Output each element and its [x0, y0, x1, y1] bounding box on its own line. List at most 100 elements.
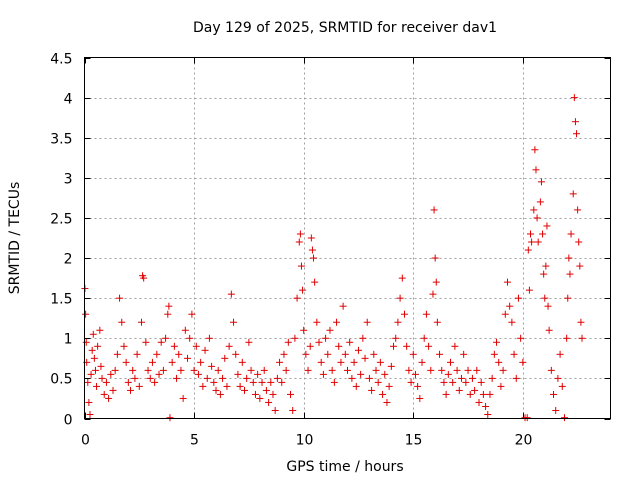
data-point: [556, 350, 564, 358]
data-point: [350, 358, 358, 366]
data-point: [564, 294, 572, 302]
data-point: [170, 342, 178, 350]
data-point: [517, 334, 525, 342]
data-point: [289, 406, 297, 414]
data-point: [407, 378, 415, 386]
data-point: [396, 294, 404, 302]
data-point: [105, 394, 113, 402]
data-point: [455, 386, 463, 394]
y-tick-label: 4: [64, 92, 73, 108]
data-point: [432, 278, 440, 286]
data-point: [307, 234, 315, 242]
data-point: [299, 286, 307, 294]
data-point: [479, 390, 487, 398]
data-point: [153, 350, 161, 358]
data-point: [414, 382, 422, 390]
data-point: [135, 382, 143, 390]
data-point: [262, 386, 270, 394]
data-point: [197, 358, 205, 366]
data-point: [118, 318, 126, 326]
y-tick-label: 1.5: [50, 292, 72, 308]
data-point: [319, 370, 327, 378]
data-point: [542, 262, 550, 270]
data-point: [578, 334, 586, 342]
data-point: [127, 386, 135, 394]
data-point: [563, 334, 571, 342]
data-point: [552, 406, 560, 414]
data-point: [258, 378, 266, 386]
data-point: [287, 390, 295, 398]
data-point: [144, 366, 152, 374]
data-point: [129, 366, 137, 374]
data-point: [510, 350, 518, 358]
data-point: [82, 310, 90, 318]
data-point: [528, 238, 536, 246]
data-point: [565, 254, 573, 262]
data-point: [94, 342, 102, 350]
data-point: [497, 382, 505, 390]
data-point: [477, 378, 485, 386]
data-point: [111, 366, 119, 374]
x-axis-title: GPS time / hours: [286, 459, 403, 475]
data-point: [330, 378, 338, 386]
data-point: [514, 294, 522, 302]
data-point: [363, 318, 371, 326]
data-point: [575, 238, 583, 246]
data-point: [540, 270, 548, 278]
data-point: [418, 358, 426, 366]
x-tick-label: 5: [190, 433, 199, 449]
data-point: [567, 230, 575, 238]
y-tick-label: 3.5: [50, 132, 72, 148]
data-point: [168, 358, 176, 366]
data-point: [271, 406, 279, 414]
data-point: [177, 366, 185, 374]
data-point: [354, 346, 362, 354]
data-point: [194, 370, 202, 378]
data-point: [574, 206, 582, 214]
data-point: [381, 370, 389, 378]
data-point: [164, 310, 172, 318]
data-point: [216, 390, 224, 398]
data-point: [247, 366, 255, 374]
data-point: [113, 350, 121, 358]
data-point: [322, 334, 330, 342]
data-point: [344, 366, 351, 374]
data-point: [394, 318, 402, 326]
data-point: [304, 366, 312, 374]
data-point: [284, 338, 292, 346]
data-point: [523, 414, 531, 422]
data-point: [155, 370, 163, 378]
data-point: [385, 382, 393, 390]
data-point: [93, 382, 101, 390]
data-point: [131, 374, 139, 382]
data-points: [81, 94, 586, 422]
data-point: [436, 350, 444, 358]
data-point: [486, 390, 494, 398]
data-point: [265, 398, 273, 406]
data-point: [82, 338, 90, 346]
data-point: [457, 374, 465, 382]
data-point: [361, 354, 369, 362]
data-point: [409, 350, 417, 358]
data-point: [499, 366, 507, 374]
data-point: [506, 302, 514, 310]
data-point: [482, 402, 490, 410]
data-point: [449, 378, 457, 386]
data-point: [91, 366, 99, 374]
data-point: [269, 390, 277, 398]
data-point: [339, 302, 347, 310]
data-point: [212, 386, 220, 394]
data-point: [300, 326, 308, 334]
data-point: [451, 342, 459, 350]
data-point: [90, 354, 98, 362]
data-point: [531, 146, 539, 154]
data-point: [100, 390, 108, 398]
data-point: [254, 370, 262, 378]
data-point: [462, 378, 470, 386]
data-point: [405, 366, 413, 374]
data-point: [543, 222, 551, 230]
data-point: [188, 310, 196, 318]
x-tick-label: 10: [296, 433, 314, 449]
data-point: [493, 338, 501, 346]
data-point: [411, 370, 419, 378]
